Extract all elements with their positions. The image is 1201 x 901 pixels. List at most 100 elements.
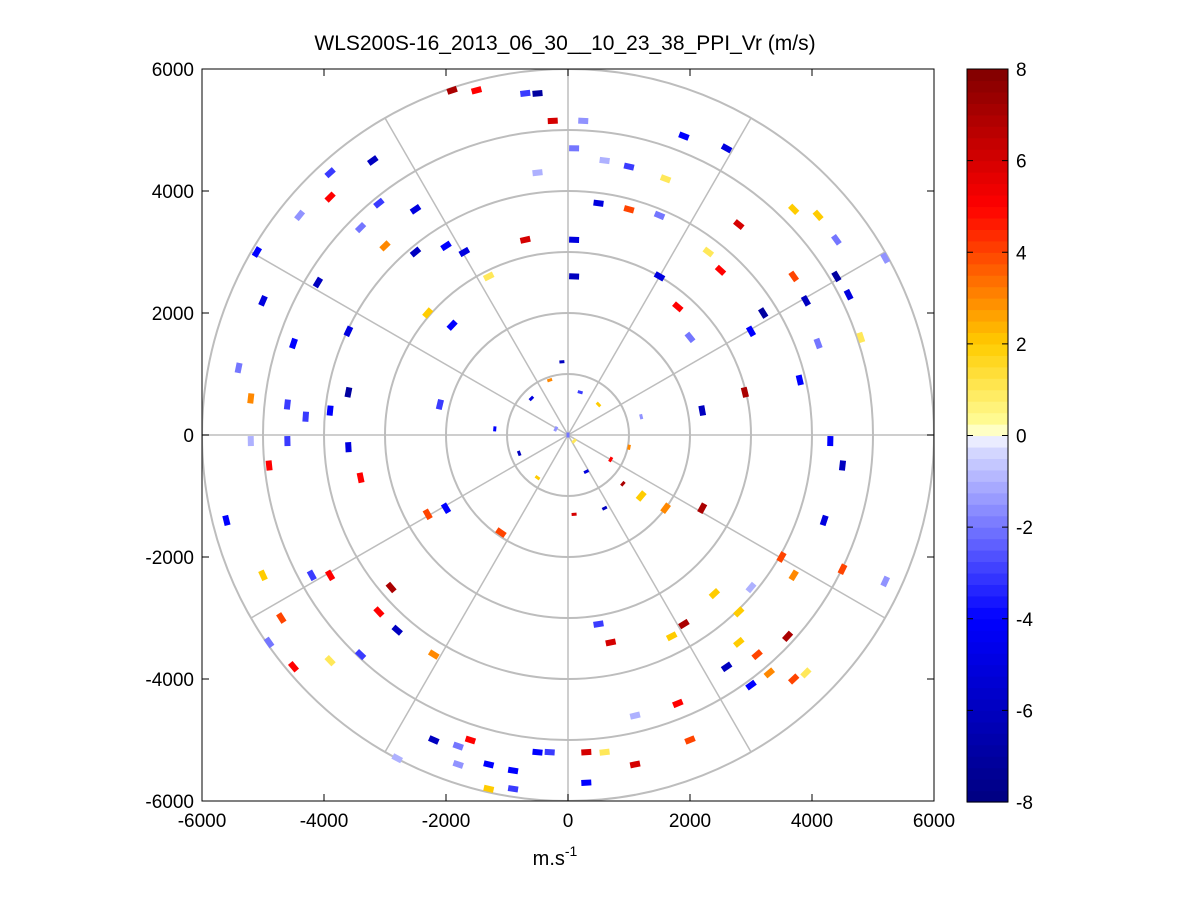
data-point: [452, 759, 464, 769]
data-point: [345, 442, 352, 453]
data-point: [354, 648, 367, 661]
data-point: [627, 444, 631, 450]
colorbar-swatch: [967, 446, 1008, 460]
colorbar-swatch: [967, 721, 1008, 734]
colorbar-swatch: [967, 320, 1008, 334]
azimuth-spoke: [567, 251, 886, 436]
colorbar-swatch: [967, 332, 1008, 345]
colorbar-swatch: [967, 744, 1008, 757]
colorbar-swatch: [967, 641, 1008, 654]
colorbar-swatch: [967, 172, 1008, 185]
colorbar-tick-label: -4: [1016, 610, 1033, 631]
azimuth-spoke: [567, 434, 752, 753]
data-point: [247, 393, 255, 404]
data-point: [605, 638, 617, 647]
y-tick-label: -4000: [145, 670, 194, 691]
colorbar-tick-label: 0: [1016, 427, 1027, 448]
data-point: [623, 162, 635, 171]
colorbar-swatch: [967, 229, 1008, 242]
data-point: [422, 508, 433, 521]
colorbar-swatch: [967, 366, 1008, 379]
data-point: [287, 661, 300, 673]
colorbar-swatch: [967, 263, 1008, 276]
colorbar-swatch: [967, 584, 1008, 597]
data-point: [289, 337, 298, 350]
data-point: [427, 649, 440, 660]
colorbar-tick-label: -2: [1016, 518, 1033, 539]
data-point: [324, 191, 336, 203]
data-point: [623, 205, 635, 214]
data-point: [831, 270, 842, 283]
data-point: [599, 156, 610, 165]
colorbar-swatch: [967, 217, 1008, 230]
colorbar-swatch: [967, 687, 1008, 700]
data-point: [528, 395, 535, 402]
data-point: [745, 325, 757, 338]
data-point: [470, 86, 483, 95]
colorbar-swatch: [967, 183, 1008, 196]
data-point: [306, 569, 317, 582]
data-point: [599, 748, 610, 756]
x-tick-label: -2000: [422, 811, 471, 832]
x-axis-label: m.s-1: [533, 843, 578, 870]
data-point: [559, 360, 565, 364]
colorbar-swatch: [967, 618, 1008, 631]
colorbar-swatch: [967, 69, 1008, 82]
data-point: [698, 405, 707, 417]
data-point: [733, 606, 745, 618]
data-point: [800, 667, 812, 679]
data-point: [544, 748, 555, 756]
data-point: [354, 221, 367, 234]
data-point: [581, 779, 592, 786]
data-point: [324, 167, 336, 179]
data-point: [800, 294, 811, 307]
data-point: [379, 240, 391, 252]
data-point: [482, 271, 495, 282]
colorbar-swatch: [967, 504, 1008, 517]
x-axis: -6000 -4000 -2000 0 2000 4000 6000: [178, 69, 955, 832]
data-point: [366, 155, 379, 166]
y-tick-label: 2000: [152, 304, 194, 325]
data-point: [733, 636, 745, 648]
colorbar-swatch: [967, 469, 1008, 482]
x-tick-label: 4000: [791, 811, 833, 832]
data-point: [534, 475, 541, 481]
data-point: [581, 748, 592, 756]
data-point: [838, 460, 847, 471]
data-point: [684, 735, 696, 745]
data-point: [672, 698, 684, 709]
data-point: [635, 490, 647, 502]
colorbar-swatch: [967, 91, 1008, 104]
x-tick-label: -4000: [300, 811, 349, 832]
colorbar-swatch: [967, 733, 1008, 746]
data-point: [745, 679, 757, 691]
colorbar-swatch: [967, 538, 1008, 551]
data-point: [507, 785, 519, 793]
data-point: [776, 551, 787, 563]
y-tick-label: -2000: [145, 548, 194, 569]
data-point: [758, 307, 769, 319]
polar-grid: [202, 69, 934, 801]
data-point: [593, 199, 604, 207]
colorbar-tick-label: 4: [1016, 243, 1027, 264]
data-point: [356, 472, 365, 484]
data-point: [813, 337, 823, 350]
colorbar-swatch: [967, 561, 1008, 574]
colorbar-tick-label: -6: [1016, 701, 1033, 722]
data-point: [740, 386, 749, 398]
data-point: [458, 246, 471, 258]
data-point: [578, 117, 589, 125]
y-tick-label: -6000: [145, 792, 194, 813]
colorbar-swatch: [967, 149, 1008, 162]
data-point: [629, 760, 641, 769]
colorbar-swatch: [967, 550, 1008, 563]
data-point: [428, 735, 440, 745]
data-point: [409, 204, 422, 215]
colorbar-swatch: [967, 80, 1008, 93]
colorbar-swatch: [967, 756, 1008, 769]
data-point: [714, 264, 727, 276]
data-point: [532, 748, 543, 756]
data-point: [659, 174, 672, 184]
data-point: [391, 624, 403, 636]
data-point: [483, 760, 495, 769]
